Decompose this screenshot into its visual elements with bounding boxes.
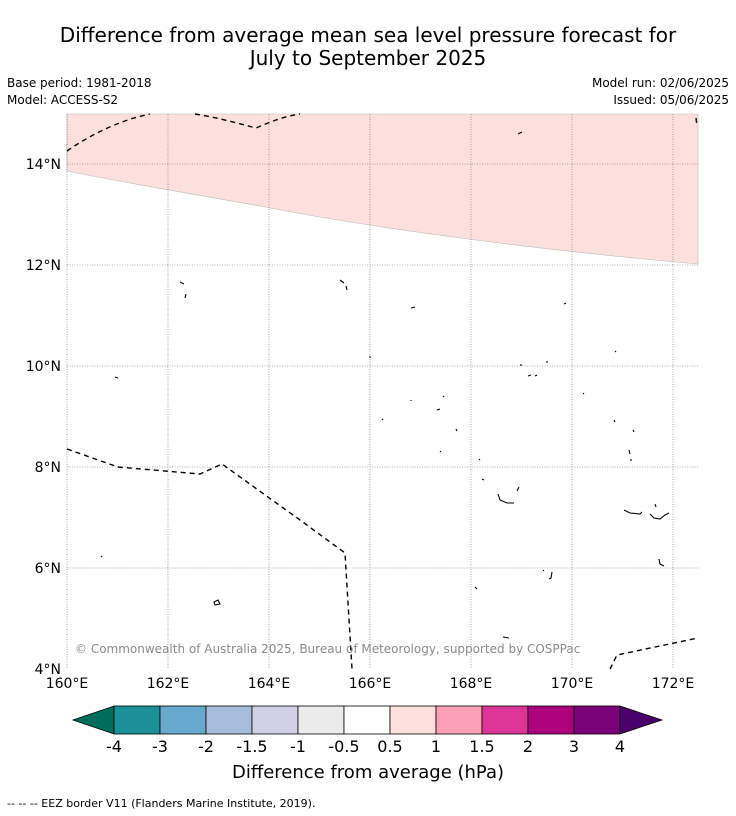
- eez-border-central: [66, 448, 353, 670]
- colorbar-cell: [435, 705, 483, 735]
- lon-label: 168°E: [450, 676, 493, 692]
- eez-border-northeast: [695, 117, 698, 127]
- colorbar-tick-label: -2: [198, 737, 214, 756]
- lon-label: 162°E: [147, 676, 190, 692]
- lon-label: 172°E: [652, 676, 695, 692]
- latitude-labels: 14°N 12°N 10°N 8°N 6°N 4°N: [26, 157, 61, 678]
- colorbar-extend-high: [619, 705, 664, 735]
- colorbar-tick-label: -1: [290, 737, 306, 756]
- colorbar-cell: [297, 705, 345, 735]
- colorbar-tick-label: 1.5: [469, 737, 494, 756]
- lat-label: 14°N: [26, 157, 61, 173]
- colorbar-cell: [573, 705, 621, 735]
- colorbar-cell: [481, 705, 529, 735]
- colorbar-cell: [205, 705, 253, 735]
- eez-legend: -- -- -- EEZ border V11 (Flanders Marine…: [7, 797, 316, 810]
- colorbar-tick-label: -0.5: [328, 737, 359, 756]
- issued-date: Issued: 05/06/2025: [613, 93, 729, 107]
- colorbar-cell: [113, 705, 161, 735]
- model-run: Model run: 02/06/2025: [591, 76, 729, 90]
- colorbar-extend-low: [71, 705, 115, 735]
- lat-label: 12°N: [26, 258, 61, 274]
- model-name: Model: ACCESS-S2: [7, 93, 119, 107]
- eez-border-north: [66, 113, 301, 152]
- lon-label: 166°E: [349, 676, 392, 692]
- colorbar-tick-label: 0.5: [377, 737, 402, 756]
- title-line-2: July to September 2025: [249, 46, 487, 70]
- lat-label: 6°N: [35, 561, 61, 577]
- colorbar-tick-label: -3: [152, 737, 168, 756]
- colorbar-cell: [343, 705, 391, 735]
- islands: [100, 131, 670, 639]
- forecast-map: 14°N 12°N 10°N 8°N 6°N 4°N 160°E 162°E 1…: [26, 113, 699, 783]
- lat-label: 4°N: [35, 662, 61, 678]
- colorbar-tick-label: 3: [569, 737, 579, 756]
- colorbar-cell: [389, 705, 437, 735]
- colorbar-cell: [527, 705, 575, 735]
- map-gridlines: [66, 114, 698, 669]
- lon-label: 160°E: [46, 676, 89, 692]
- colorbar-tick-label: 2: [523, 737, 533, 756]
- lon-label: 164°E: [248, 676, 291, 692]
- longitude-labels: 160°E 162°E 164°E 166°E 168°E 170°E 172°…: [46, 676, 695, 692]
- colorbar-cell: [251, 705, 299, 735]
- colorbar-tick-label: 4: [615, 737, 625, 756]
- title-line-1: Difference from average mean sea level p…: [59, 23, 677, 47]
- lat-label: 10°N: [26, 359, 61, 375]
- colorbar-cell: [159, 705, 207, 735]
- colorbar-tick-label: -1.5: [236, 737, 267, 756]
- lat-label: 8°N: [35, 460, 61, 476]
- colorbar: -4 -3 -2 -1.5 -1 -0.5 0.5 1 1.5 2 3 4 Difference fro…: [71, 705, 664, 783]
- colorbar-tick-label: 1: [431, 737, 441, 756]
- colorbar-title: Difference from average (hPa): [232, 762, 504, 783]
- eez-borders: [66, 113, 699, 670]
- colorbar-tick-label: -4: [106, 737, 122, 756]
- base-period: Base period: 1981-2018: [7, 76, 152, 90]
- lon-label: 170°E: [551, 676, 594, 692]
- anomaly-shaded-region: [66, 113, 699, 265]
- copyright-notice: © Commonwealth of Australia 2025, Bureau…: [75, 642, 580, 656]
